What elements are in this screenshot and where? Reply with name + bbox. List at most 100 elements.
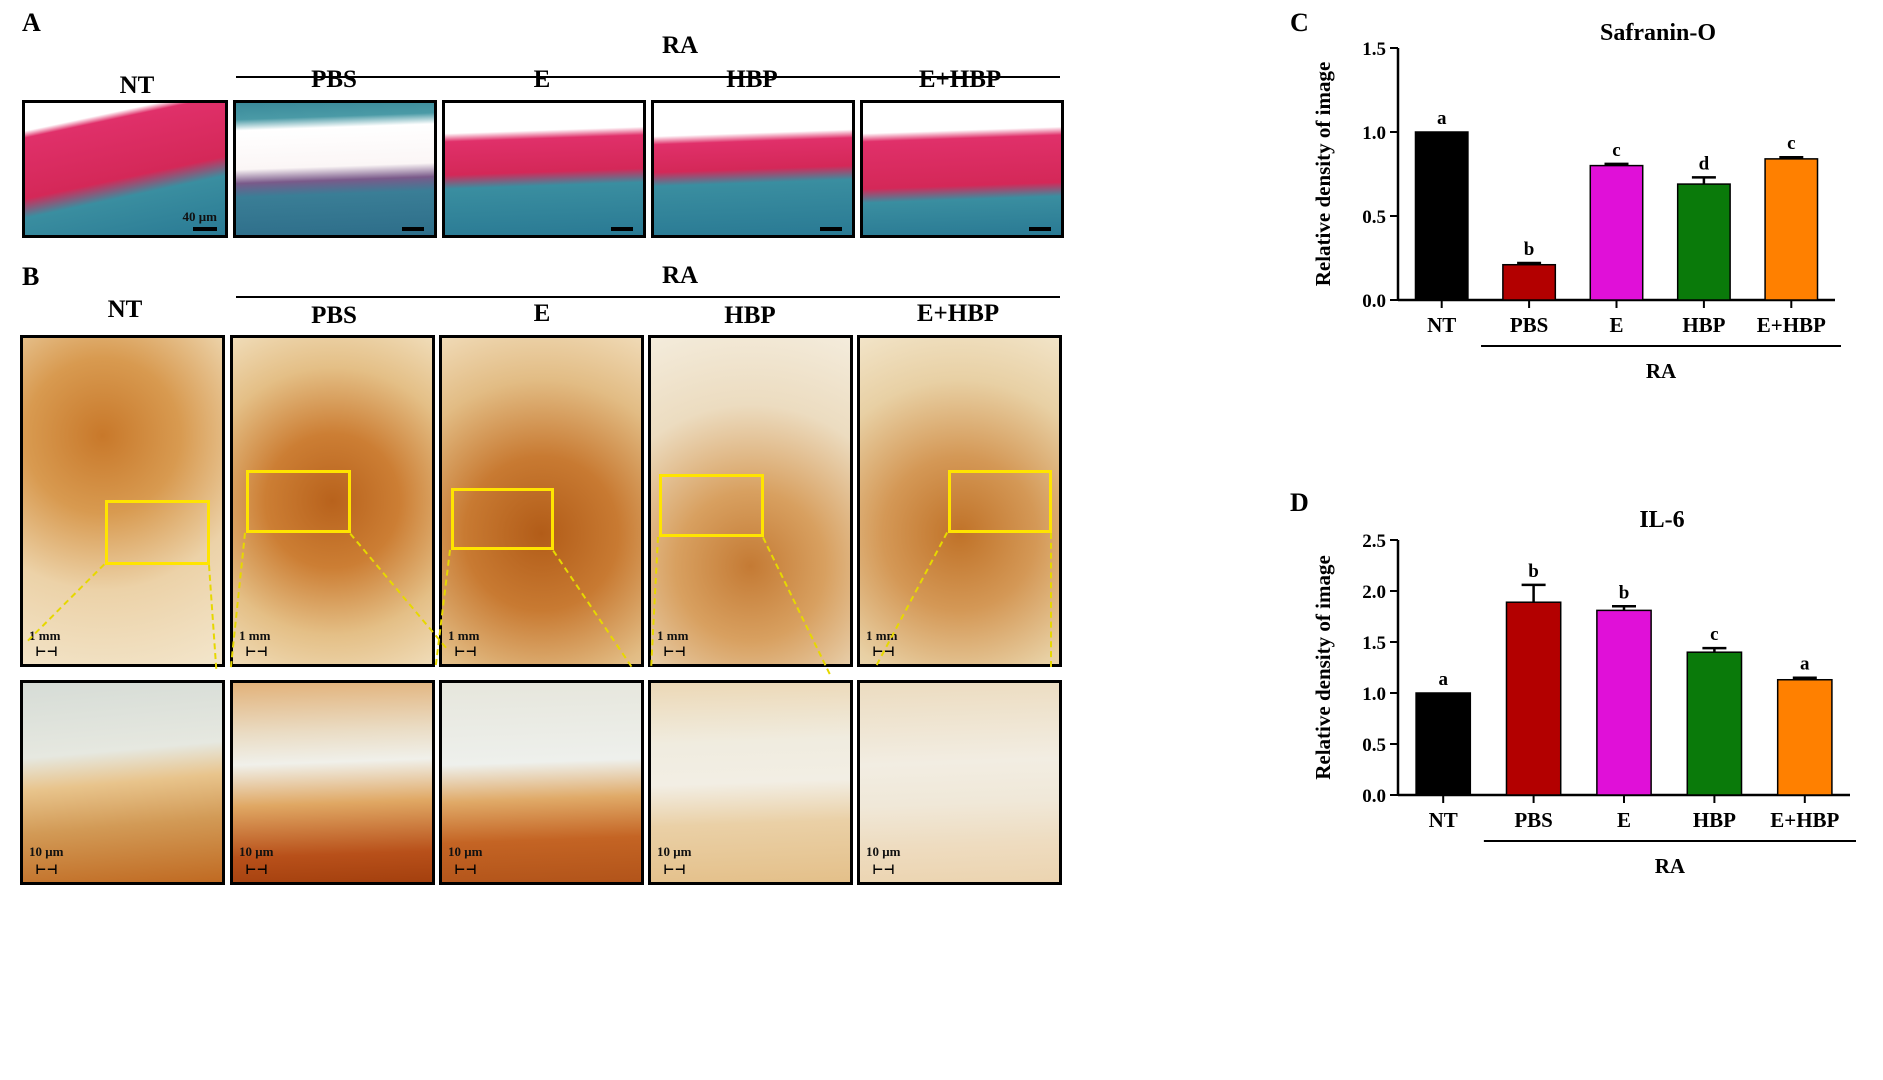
panel-b-bottom-image-ehbp: 10 μm ⊢⊣ — [857, 680, 1062, 885]
ra-group-label: RA — [1646, 359, 1677, 383]
panel-c-letter: C — [1290, 8, 1309, 37]
y-tick-label: 1.5 — [1362, 633, 1386, 654]
y-tick-label: 2.0 — [1362, 582, 1386, 603]
x-tick-label: NT — [1427, 313, 1456, 337]
x-tick-label: PBS — [1514, 808, 1553, 832]
panel-d-letter: D — [1290, 488, 1309, 517]
panel-b-col-ehbp: E+HBP — [916, 300, 1000, 327]
panel-b-letter: B — [22, 262, 40, 291]
y-tick-label: 0.0 — [1362, 291, 1386, 312]
x-tick-label: E — [1617, 808, 1631, 832]
x-tick-label: HBP — [1682, 313, 1725, 337]
panel-b-zoom-line-ehbp-right — [1050, 533, 1052, 667]
panel-b-bottom-image-hbp: 10 μm ⊢⊣ — [648, 680, 853, 885]
panel-b-top-scale-hbp: 1 mm — [657, 628, 689, 643]
chart-safranin-o: Safranin-O Relative density of image 0.0 0.… — [1311, 20, 1841, 383]
x-tick-label: E+HBP — [1770, 808, 1839, 832]
y-tick-label: 0.5 — [1362, 207, 1386, 228]
panel-a-col-pbs: PBS — [311, 66, 357, 93]
panel-a-col-e: E — [533, 66, 551, 93]
panel-b-top-scale-nt: 1 mm — [29, 628, 61, 643]
y-tick-label: 1.0 — [1362, 684, 1386, 705]
significance-letter: a — [1438, 669, 1448, 690]
panel-b-bottom-scale-pbs: 10 μm — [239, 844, 274, 859]
bar-pbs — [1502, 263, 1557, 301]
panel-a-image-pbs — [233, 100, 437, 238]
y-tick-label: 1.0 — [1362, 123, 1386, 144]
y-axis-label: Relative density of image — [1311, 555, 1335, 780]
panel-b-col-hbp: HBP — [724, 302, 776, 329]
panel-b-ra-line — [236, 296, 1060, 298]
y-tick-label: 1.5 — [1362, 39, 1386, 60]
bar-e — [1596, 609, 1652, 796]
panel-b-top-image-hbp: 1 mm ⊢⊣ — [648, 335, 853, 667]
panel-a-image-e — [442, 100, 646, 238]
panel-b-top-scale-pbs: 1 mm — [239, 628, 271, 643]
chart-title: Safranin-O — [1600, 20, 1716, 46]
panel-a-scale-bar-pbs — [402, 227, 424, 231]
panel-a-ra-label: RA — [661, 32, 699, 59]
panel-b-roi-box-e — [451, 488, 554, 550]
x-tick-label: HBP — [1693, 808, 1736, 832]
panel-b-bottom-image-e: 10 μm ⊢⊣ — [439, 680, 644, 885]
panel-b-bottom-scalebar-pbs: ⊢⊣ — [245, 862, 268, 877]
bar-pbs — [1505, 601, 1562, 796]
panel-a-image-nt: 40 μm — [22, 100, 228, 238]
panel-b-bottom-scalebar-hbp: ⊢⊣ — [663, 862, 686, 877]
significance-letter: b — [1619, 582, 1630, 603]
significance-letter: c — [1612, 140, 1620, 161]
bar-hbp — [1686, 651, 1743, 796]
y-axis-label: Relative density of image — [1311, 62, 1335, 287]
panel-a-col-nt: NT — [119, 72, 155, 99]
panel-b-top-image-e: 1 mm ⊢⊣ — [439, 335, 644, 667]
significance-letter: a — [1800, 654, 1810, 675]
panel-b-bottom-scalebar-nt: ⊢⊣ — [35, 862, 58, 877]
panel-a-scale-bar-e — [611, 227, 633, 231]
panel-b-ra-label: RA — [661, 262, 699, 289]
panel-a-scale-bar-ehbp — [1029, 227, 1051, 231]
panel-b-top-scale-e: 1 mm — [448, 628, 480, 643]
x-tick-label: NT — [1429, 808, 1458, 832]
ra-group-label: RA — [1655, 854, 1686, 878]
x-tick-label: PBS — [1510, 313, 1549, 337]
panel-b-roi-box-nt — [105, 500, 210, 565]
panel-b-bottom-scale-ehbp: 10 μm — [866, 844, 901, 859]
bar-hbp — [1676, 183, 1731, 301]
panel-b-top-scalebar-e: ⊢⊣ — [454, 644, 477, 659]
panel-a-image-hbp — [651, 100, 855, 238]
panel-a-scale-bar-hbp — [820, 227, 842, 231]
panel-b-col-e: E — [533, 300, 551, 327]
significance-letter: a — [1437, 108, 1447, 129]
panel-b-top-scale-ehbp: 1 mm — [866, 628, 898, 643]
panel-b-roi-box-hbp — [659, 474, 764, 537]
panel-a-letter: A — [22, 8, 41, 37]
panel-a-scale-bar — [193, 227, 217, 231]
bar-e-hbp — [1764, 158, 1819, 301]
panel-a-ra-line — [236, 76, 1060, 78]
panel-b-top-scalebar-nt: ⊢⊣ — [35, 644, 58, 659]
bar-nt — [1415, 692, 1472, 796]
y-tick-label: 0.0 — [1362, 786, 1386, 807]
significance-letter: c — [1710, 624, 1718, 645]
panel-b-roi-box-pbs — [246, 470, 351, 533]
panel-b-bottom-scalebar-e: ⊢⊣ — [454, 862, 477, 877]
panel-b-roi-box-ehbp — [948, 470, 1052, 533]
panel-b-bottom-image-nt: 10 μm ⊢⊣ — [20, 680, 225, 885]
x-tick-label: E+HBP — [1757, 313, 1826, 337]
bar-e — [1589, 164, 1644, 301]
panel-b-col-pbs: PBS — [311, 302, 357, 329]
x-tick-label: E — [1609, 313, 1623, 337]
panel-b-top-scalebar-pbs: ⊢⊣ — [245, 644, 268, 659]
significance-letter: b — [1524, 239, 1535, 260]
panel-b-col-nt: NT — [107, 296, 143, 323]
panel-a-image-ehbp — [860, 100, 1064, 238]
chart-il-6: IL-6 Relative density of image 0.0 0.5 1.0 1.… — [1311, 507, 1856, 878]
y-tick-label: 0.5 — [1362, 735, 1386, 756]
significance-letter: c — [1787, 133, 1795, 154]
chart-title: IL-6 — [1639, 507, 1684, 533]
panel-a-col-hbp: HBP — [726, 66, 778, 93]
panel-b-top-image-ehbp: 1 mm ⊢⊣ — [857, 335, 1062, 667]
panel-b-top-scalebar-ehbp: ⊢⊣ — [872, 644, 895, 659]
panel-a-col-ehbp: E+HBP — [918, 66, 1002, 93]
panel-b-top-image-pbs: 1 mm ⊢⊣ — [230, 335, 435, 667]
